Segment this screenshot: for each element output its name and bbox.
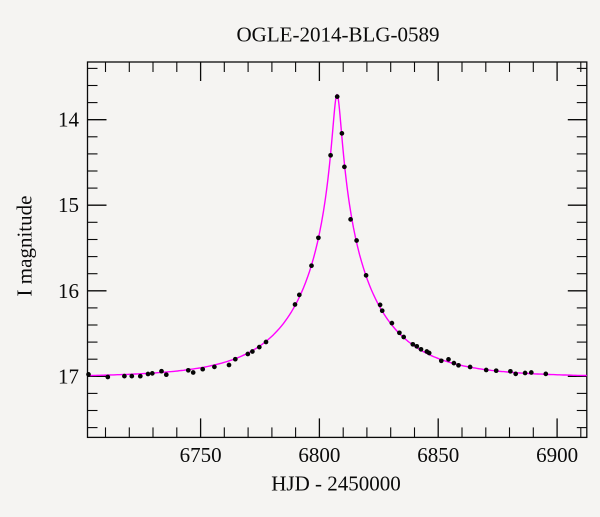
- svg-text:6800: 6800: [298, 443, 340, 467]
- svg-text:OGLE-2014-BLG-0589: OGLE-2014-BLG-0589: [237, 23, 440, 47]
- svg-text:14: 14: [58, 108, 80, 132]
- svg-text:16: 16: [58, 279, 79, 303]
- svg-text:17: 17: [58, 364, 79, 388]
- svg-text:6750: 6750: [180, 443, 222, 467]
- svg-text:HJD - 2450000: HJD - 2450000: [271, 472, 401, 496]
- svg-text:6900: 6900: [536, 443, 578, 467]
- svg-text:I magnitude: I magnitude: [13, 196, 37, 297]
- svg-text:6850: 6850: [417, 443, 459, 467]
- svg-text:15: 15: [58, 193, 79, 217]
